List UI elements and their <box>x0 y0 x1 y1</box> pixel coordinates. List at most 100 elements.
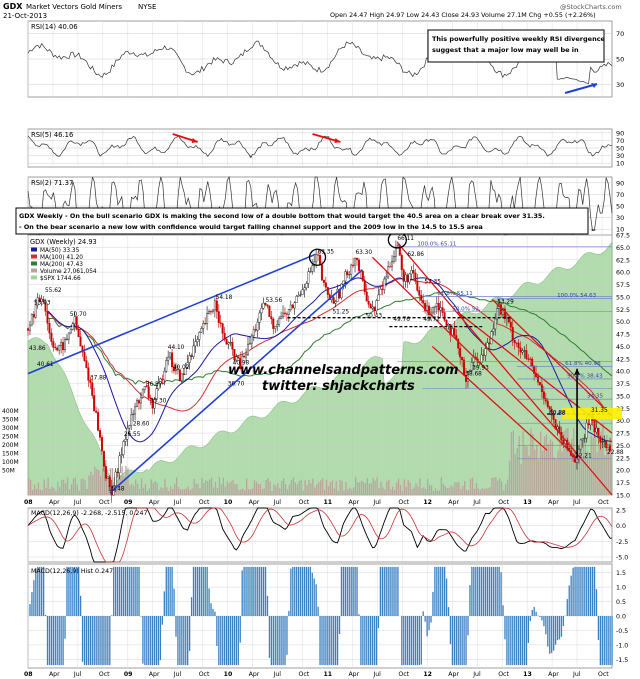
hist-bar <box>95 616 97 666</box>
volume-bar <box>261 489 263 495</box>
hist-bar <box>128 566 130 616</box>
x-tick-label: Jul <box>372 671 381 678</box>
price-candle <box>385 276 388 280</box>
hist-bar <box>222 616 224 666</box>
price-candle <box>104 466 107 479</box>
chart-symbol: GDX <box>3 2 23 11</box>
price-candle <box>225 339 228 345</box>
hist-bar <box>541 616 543 621</box>
hist-bar <box>373 616 376 666</box>
x-tick-label: Jul <box>572 671 581 678</box>
volume-bar <box>201 477 203 495</box>
legend-label: MA(100) 41.20 <box>40 255 83 261</box>
price-candle <box>367 301 370 305</box>
hist-bar <box>414 616 417 666</box>
ma50-line <box>47 277 613 443</box>
volume-bar <box>90 471 92 495</box>
price-candle <box>297 294 300 297</box>
volume-bar <box>323 489 326 495</box>
target-highlight <box>562 407 622 420</box>
volume-bar <box>273 484 275 495</box>
hist-bar <box>317 606 319 616</box>
x-tick-label: Oct <box>598 671 609 678</box>
price-tick-label: 55.0 <box>616 294 630 301</box>
volume-bar <box>602 423 604 495</box>
volume-bar <box>45 487 47 495</box>
volume-bar <box>370 483 372 495</box>
hist-bar <box>469 585 471 616</box>
price-point-label: 53.29 <box>497 299 514 305</box>
hist-bar <box>218 616 220 666</box>
arrow-head <box>591 83 598 88</box>
price-candle <box>254 329 257 331</box>
hist-bar <box>611 616 613 666</box>
volume-bar <box>111 468 114 495</box>
volume-bar <box>419 478 421 495</box>
price-tick-label: 32.5 <box>616 406 630 413</box>
hist-bar <box>60 616 62 666</box>
price-candle <box>583 437 586 439</box>
price-tick-label: 62.5 <box>616 257 630 264</box>
price-candle <box>136 400 139 408</box>
price-candle <box>496 308 499 320</box>
volume-tick-label: 350M <box>2 417 19 424</box>
volume-bar <box>28 478 30 495</box>
volume-bar <box>55 490 57 495</box>
price-candle <box>538 381 541 385</box>
hist-bar <box>126 566 128 616</box>
price-candle <box>513 339 516 344</box>
tick-label: 70 <box>616 30 624 38</box>
price-candle <box>237 356 240 359</box>
price-candle <box>369 304 372 309</box>
spx-area <box>27 241 613 496</box>
x-tick-label: Oct <box>598 499 609 506</box>
price-point-label: 53.56 <box>266 298 283 304</box>
volume-bar <box>432 490 435 495</box>
hist-bar <box>290 568 292 616</box>
volume-bar <box>70 484 73 495</box>
price-candle <box>192 345 195 357</box>
volume-bar <box>429 484 431 495</box>
hist-bar <box>179 616 181 666</box>
price-candle <box>523 350 526 352</box>
volume-bar <box>267 477 269 495</box>
volume-bar <box>177 487 180 495</box>
price-candle <box>161 378 164 381</box>
x-tick-label: Apr <box>448 499 459 506</box>
price-candle <box>221 323 224 334</box>
volume-tick-label: 300M <box>2 425 19 432</box>
price-candle <box>227 342 230 345</box>
price-candle <box>558 426 561 433</box>
price-candle <box>246 343 249 356</box>
x-tick-label: 11 <box>323 499 332 506</box>
volume-bar <box>218 477 221 495</box>
hist-bar <box>366 616 368 666</box>
hist-bar <box>473 566 475 616</box>
x-tick-label: Jul <box>273 499 282 506</box>
price-point-label: 22.88 <box>607 450 624 456</box>
legend-swatch <box>31 247 37 252</box>
price-candle <box>266 304 269 307</box>
price-candle <box>219 322 222 324</box>
price-candle <box>93 395 96 412</box>
volume-bar <box>557 450 559 495</box>
hist-bar <box>405 616 407 666</box>
price-point-label: 36.57 <box>146 382 163 388</box>
hist-bar <box>276 616 278 666</box>
price-candle <box>601 441 604 443</box>
price-candle <box>435 302 438 307</box>
price-candle <box>198 332 201 340</box>
volume-bar <box>321 478 324 495</box>
price-candle <box>243 355 246 358</box>
volume-bar <box>524 445 526 495</box>
hist-bar <box>539 616 541 618</box>
price-candle <box>194 341 197 347</box>
price-point-label: 40.02 <box>173 365 190 371</box>
hist-bar <box>103 616 105 666</box>
x-tick-label: Oct <box>199 499 210 506</box>
price-candle <box>492 328 495 332</box>
price-candle <box>204 323 207 325</box>
price-candle <box>392 256 395 262</box>
chart-date: 21-Oct-2013 <box>3 12 47 20</box>
fib-label: 30.88 <box>549 411 565 417</box>
